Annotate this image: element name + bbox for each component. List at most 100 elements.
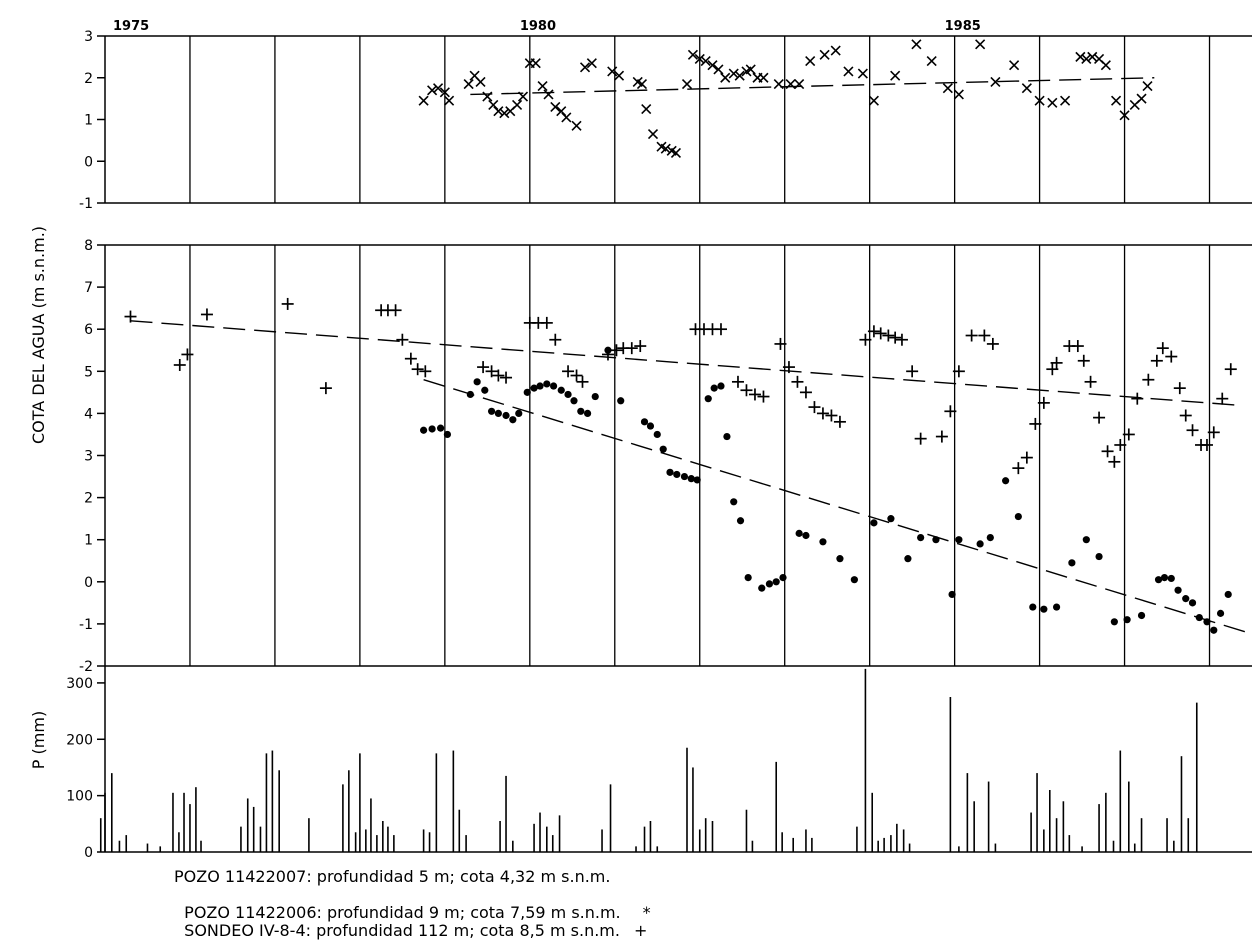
trend-line	[470, 78, 1154, 95]
dot-marker	[851, 576, 858, 583]
dot-marker	[773, 578, 780, 585]
top-y-tick-label: 2	[84, 71, 93, 87]
dot-marker	[570, 397, 577, 404]
plus-marker	[1225, 363, 1237, 375]
legend-marker-plus: +	[634, 921, 647, 940]
plus-marker	[817, 407, 829, 419]
plus-marker	[1187, 424, 1199, 436]
x-marker	[531, 59, 540, 68]
year-label: 1980	[520, 19, 556, 34]
dot-marker	[766, 580, 773, 587]
plus-marker	[1093, 412, 1105, 424]
plus-marker	[1180, 410, 1192, 422]
dot-marker	[1182, 595, 1189, 602]
dot-marker	[948, 591, 955, 598]
dot-marker	[577, 408, 584, 415]
x-marker	[844, 67, 853, 76]
dot-marker	[592, 393, 599, 400]
dot-marker	[1029, 603, 1036, 610]
year-label: 1975	[113, 19, 149, 34]
dot-marker	[666, 469, 673, 476]
dot-marker	[617, 397, 624, 404]
x-marker	[445, 96, 454, 105]
plus-marker	[987, 338, 999, 350]
x-marker	[649, 130, 658, 139]
dot-marker	[502, 412, 509, 419]
year-labels: 1975 1980 1985	[113, 19, 981, 34]
dot-marker	[1002, 477, 1009, 484]
x-marker	[721, 73, 730, 82]
top-y-tick-label: 0	[84, 154, 93, 170]
dot-marker	[711, 385, 718, 392]
dot-marker	[779, 574, 786, 581]
dot-marker	[688, 475, 695, 482]
x-marker	[1143, 82, 1152, 91]
x-marker	[1010, 61, 1019, 70]
plus-marker	[1072, 340, 1084, 352]
middle-y-tick-label: 6	[84, 322, 93, 338]
dot-marker	[1210, 627, 1217, 634]
dot-marker	[481, 387, 488, 394]
plus-marker	[396, 334, 408, 346]
dot-marker	[723, 433, 730, 440]
dot-marker	[737, 517, 744, 524]
dot-marker	[1040, 606, 1047, 613]
x-marker	[820, 50, 829, 59]
x-marker	[464, 80, 473, 89]
x-marker	[1061, 96, 1070, 105]
plus-marker	[889, 332, 901, 344]
middle-y-tick-label: -2	[79, 659, 93, 675]
dot-marker	[536, 382, 543, 389]
x-marker	[544, 90, 553, 99]
plus-marker	[1021, 452, 1033, 464]
plus-marker	[715, 323, 727, 335]
x-marker	[1112, 96, 1121, 105]
middle-y-tick-label: -1	[79, 617, 93, 633]
plus-marker	[576, 376, 588, 388]
plus-marker	[825, 410, 837, 422]
plus-marker	[1012, 462, 1024, 474]
dot-marker	[1068, 559, 1075, 566]
x-marker	[806, 57, 815, 66]
plus-marker	[1201, 439, 1213, 451]
plus-marker	[732, 376, 744, 388]
dot-marker	[654, 431, 661, 438]
dot-marker	[641, 418, 648, 425]
legend-line-1: POZO 11422007: profundidad 5 m; cota 4,3…	[174, 868, 610, 886]
dot-marker	[495, 410, 502, 417]
dot-marker	[1217, 610, 1224, 617]
y-axis-title-precip: P (mm)	[29, 711, 48, 769]
bottom-y-tick-label: 200	[66, 732, 93, 748]
dot-marker	[660, 446, 667, 453]
plus-marker	[915, 433, 927, 445]
plus-marker	[978, 330, 990, 342]
dot-marker	[730, 498, 737, 505]
dot-marker	[836, 555, 843, 562]
x-marker	[1022, 84, 1031, 93]
top-y-tick-label: 1	[84, 113, 93, 129]
dot-marker	[694, 476, 701, 483]
dot-marker	[955, 536, 962, 543]
middle-y-tick-label: 5	[84, 364, 93, 380]
dot-marker	[509, 416, 516, 423]
trend-line	[424, 380, 1252, 637]
plus-marker	[1142, 374, 1154, 386]
plus-marker	[1078, 355, 1090, 367]
x-marker	[954, 90, 963, 99]
x-marker	[476, 77, 485, 86]
middle-y-tick-label: 7	[84, 280, 93, 296]
plus-marker	[626, 342, 638, 354]
dot-marker	[543, 380, 550, 387]
x-marker	[562, 113, 571, 122]
middle-y-tick-label: 8	[84, 238, 93, 254]
dot-marker	[647, 422, 654, 429]
dot-marker	[870, 519, 877, 526]
dot-marker	[429, 425, 436, 432]
dot-marker	[796, 530, 803, 537]
x-marker	[927, 57, 936, 66]
dot-marker	[467, 391, 474, 398]
dot-marker	[564, 391, 571, 398]
middle-y-tick-label: 3	[84, 449, 93, 465]
dot-marker	[550, 382, 557, 389]
